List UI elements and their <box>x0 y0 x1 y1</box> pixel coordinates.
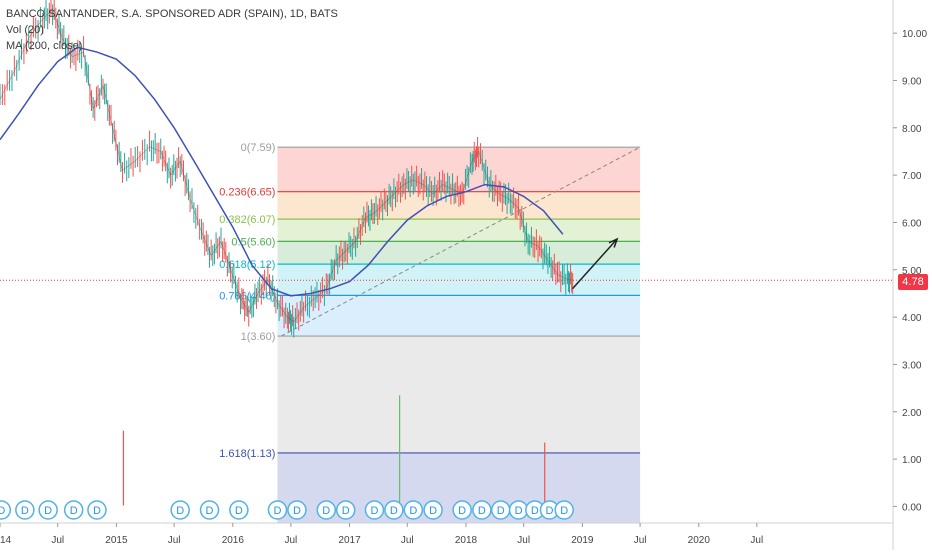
dividend-marker[interactable] <box>403 500 424 520</box>
fib-band <box>277 147 641 192</box>
price-line <box>0 8 574 323</box>
y-tick-label: 5.00 <box>902 266 922 277</box>
fib-level-label: 0(7.59) <box>241 142 276 154</box>
dividend-marker-label: D <box>93 505 101 517</box>
projection-arrow-head <box>608 237 619 248</box>
x-tick-label: 2015 <box>105 535 128 546</box>
dividend-marker[interactable] <box>335 500 356 520</box>
dividend-marker-label: D <box>206 505 214 517</box>
volume-indicator-label[interactable]: Vol (20) <box>6 24 44 36</box>
fib-band <box>277 241 641 265</box>
dividend-marker-label: D <box>21 505 29 517</box>
y-tick-label: 6.00 <box>902 218 922 229</box>
x-tick-label: 2020 <box>688 535 711 546</box>
x-tick-label: Jul <box>634 535 647 546</box>
dividend-marker[interactable] <box>316 500 337 520</box>
last-price-tag: 4.78 <box>898 274 928 290</box>
dividend-marker[interactable] <box>452 500 472 520</box>
dividend-marker[interactable] <box>384 500 404 520</box>
dividend-marker[interactable] <box>87 500 107 520</box>
fib-level-label: 0.618(5.12) <box>219 259 275 271</box>
dividend-marker-label: D <box>293 505 301 517</box>
dividend-marker-label: D <box>235 505 243 517</box>
dividend-marker[interactable] <box>267 500 288 520</box>
dividend-marker-label: D <box>409 505 417 517</box>
x-tick-label: Jul <box>401 535 414 546</box>
y-tick-label: 9.00 <box>902 76 922 87</box>
fib-level-label: 0.382(6.07) <box>219 214 275 226</box>
x-tick-label: 2016 <box>222 535 245 546</box>
dividend-marker-label: D <box>44 505 52 517</box>
x-tick-label: Jul <box>284 535 297 546</box>
x-tick-label: 2014 <box>0 535 12 546</box>
dividend-marker-label: D <box>176 505 184 517</box>
fib-level-label: 1(3.60) <box>241 331 276 343</box>
x-tick-label: 2018 <box>455 535 478 546</box>
x-tick-label: Jul <box>750 535 763 546</box>
chart-legend: BANCO SANTANDER, S.A. SPONSORED ADR (SPA… <box>6 6 338 54</box>
dividend-marker[interactable] <box>170 500 190 520</box>
dividend-marker[interactable] <box>472 500 492 520</box>
x-tick-label: Jul <box>168 535 181 546</box>
y-tick-label: 2.00 <box>902 408 922 419</box>
y-tick-label: 1.00 <box>902 455 922 466</box>
dividend-marker[interactable] <box>423 500 443 520</box>
y-tick-label: 4.00 <box>902 313 922 324</box>
ma200-line <box>0 46 564 297</box>
dividend-marker-label: D <box>515 505 523 517</box>
dividend-marker-label: D <box>429 505 437 517</box>
fib-level-label: 1.618(1.13) <box>219 448 275 460</box>
projection-arrow <box>571 238 618 290</box>
x-tick-label: 2019 <box>571 535 594 546</box>
fib-level-label: 0.236(6.65) <box>219 187 275 199</box>
dividend-marker[interactable] <box>38 500 58 520</box>
chart-title: BANCO SANTANDER, S.A. SPONSORED ADR (SPA… <box>6 8 338 20</box>
y-tick-label: 0.00 <box>902 502 922 513</box>
y-tick-label: 3.00 <box>902 360 922 371</box>
dividend-marker-label: D <box>497 505 505 517</box>
dividend-marker-label: D <box>458 505 466 517</box>
dividend-marker-label: D <box>0 505 5 517</box>
dividend-marker-label: D <box>342 505 350 517</box>
dividend-marker-label: D <box>531 505 539 517</box>
dividend-marker-label: D <box>546 505 554 517</box>
x-tick-label: 2017 <box>338 535 361 546</box>
y-tick-label: 7.00 <box>902 171 922 182</box>
ma-indicator-label[interactable]: MA (200, close) <box>6 40 83 52</box>
dividend-marker[interactable] <box>364 500 385 520</box>
fib-band <box>277 219 641 242</box>
x-tick-label: Jul <box>51 535 64 546</box>
dividend-marker[interactable] <box>0 500 12 520</box>
y-tick-label: 10.00 <box>902 29 927 40</box>
dividend-marker[interactable] <box>287 500 307 520</box>
dividend-marker[interactable] <box>15 500 35 520</box>
dividend-marker-label: D <box>273 505 281 517</box>
dividend-marker[interactable] <box>199 500 220 520</box>
dividend-marker[interactable] <box>554 500 574 520</box>
dividend-marker-label: D <box>478 505 486 517</box>
trend-line <box>281 146 641 337</box>
dividend-marker-label: D <box>390 505 398 517</box>
dividend-marker-label: D <box>370 505 378 517</box>
y-tick-label: 8.00 <box>902 124 922 135</box>
dividend-marker-label: D <box>322 505 330 517</box>
x-tick-label: Jul <box>517 535 530 546</box>
dividend-marker[interactable] <box>229 500 249 520</box>
dividend-marker-label: D <box>70 505 78 517</box>
fib-band <box>277 295 641 337</box>
dividend-marker-label: D <box>560 505 568 517</box>
fib-band <box>277 336 641 453</box>
dividend-marker[interactable] <box>63 500 84 520</box>
